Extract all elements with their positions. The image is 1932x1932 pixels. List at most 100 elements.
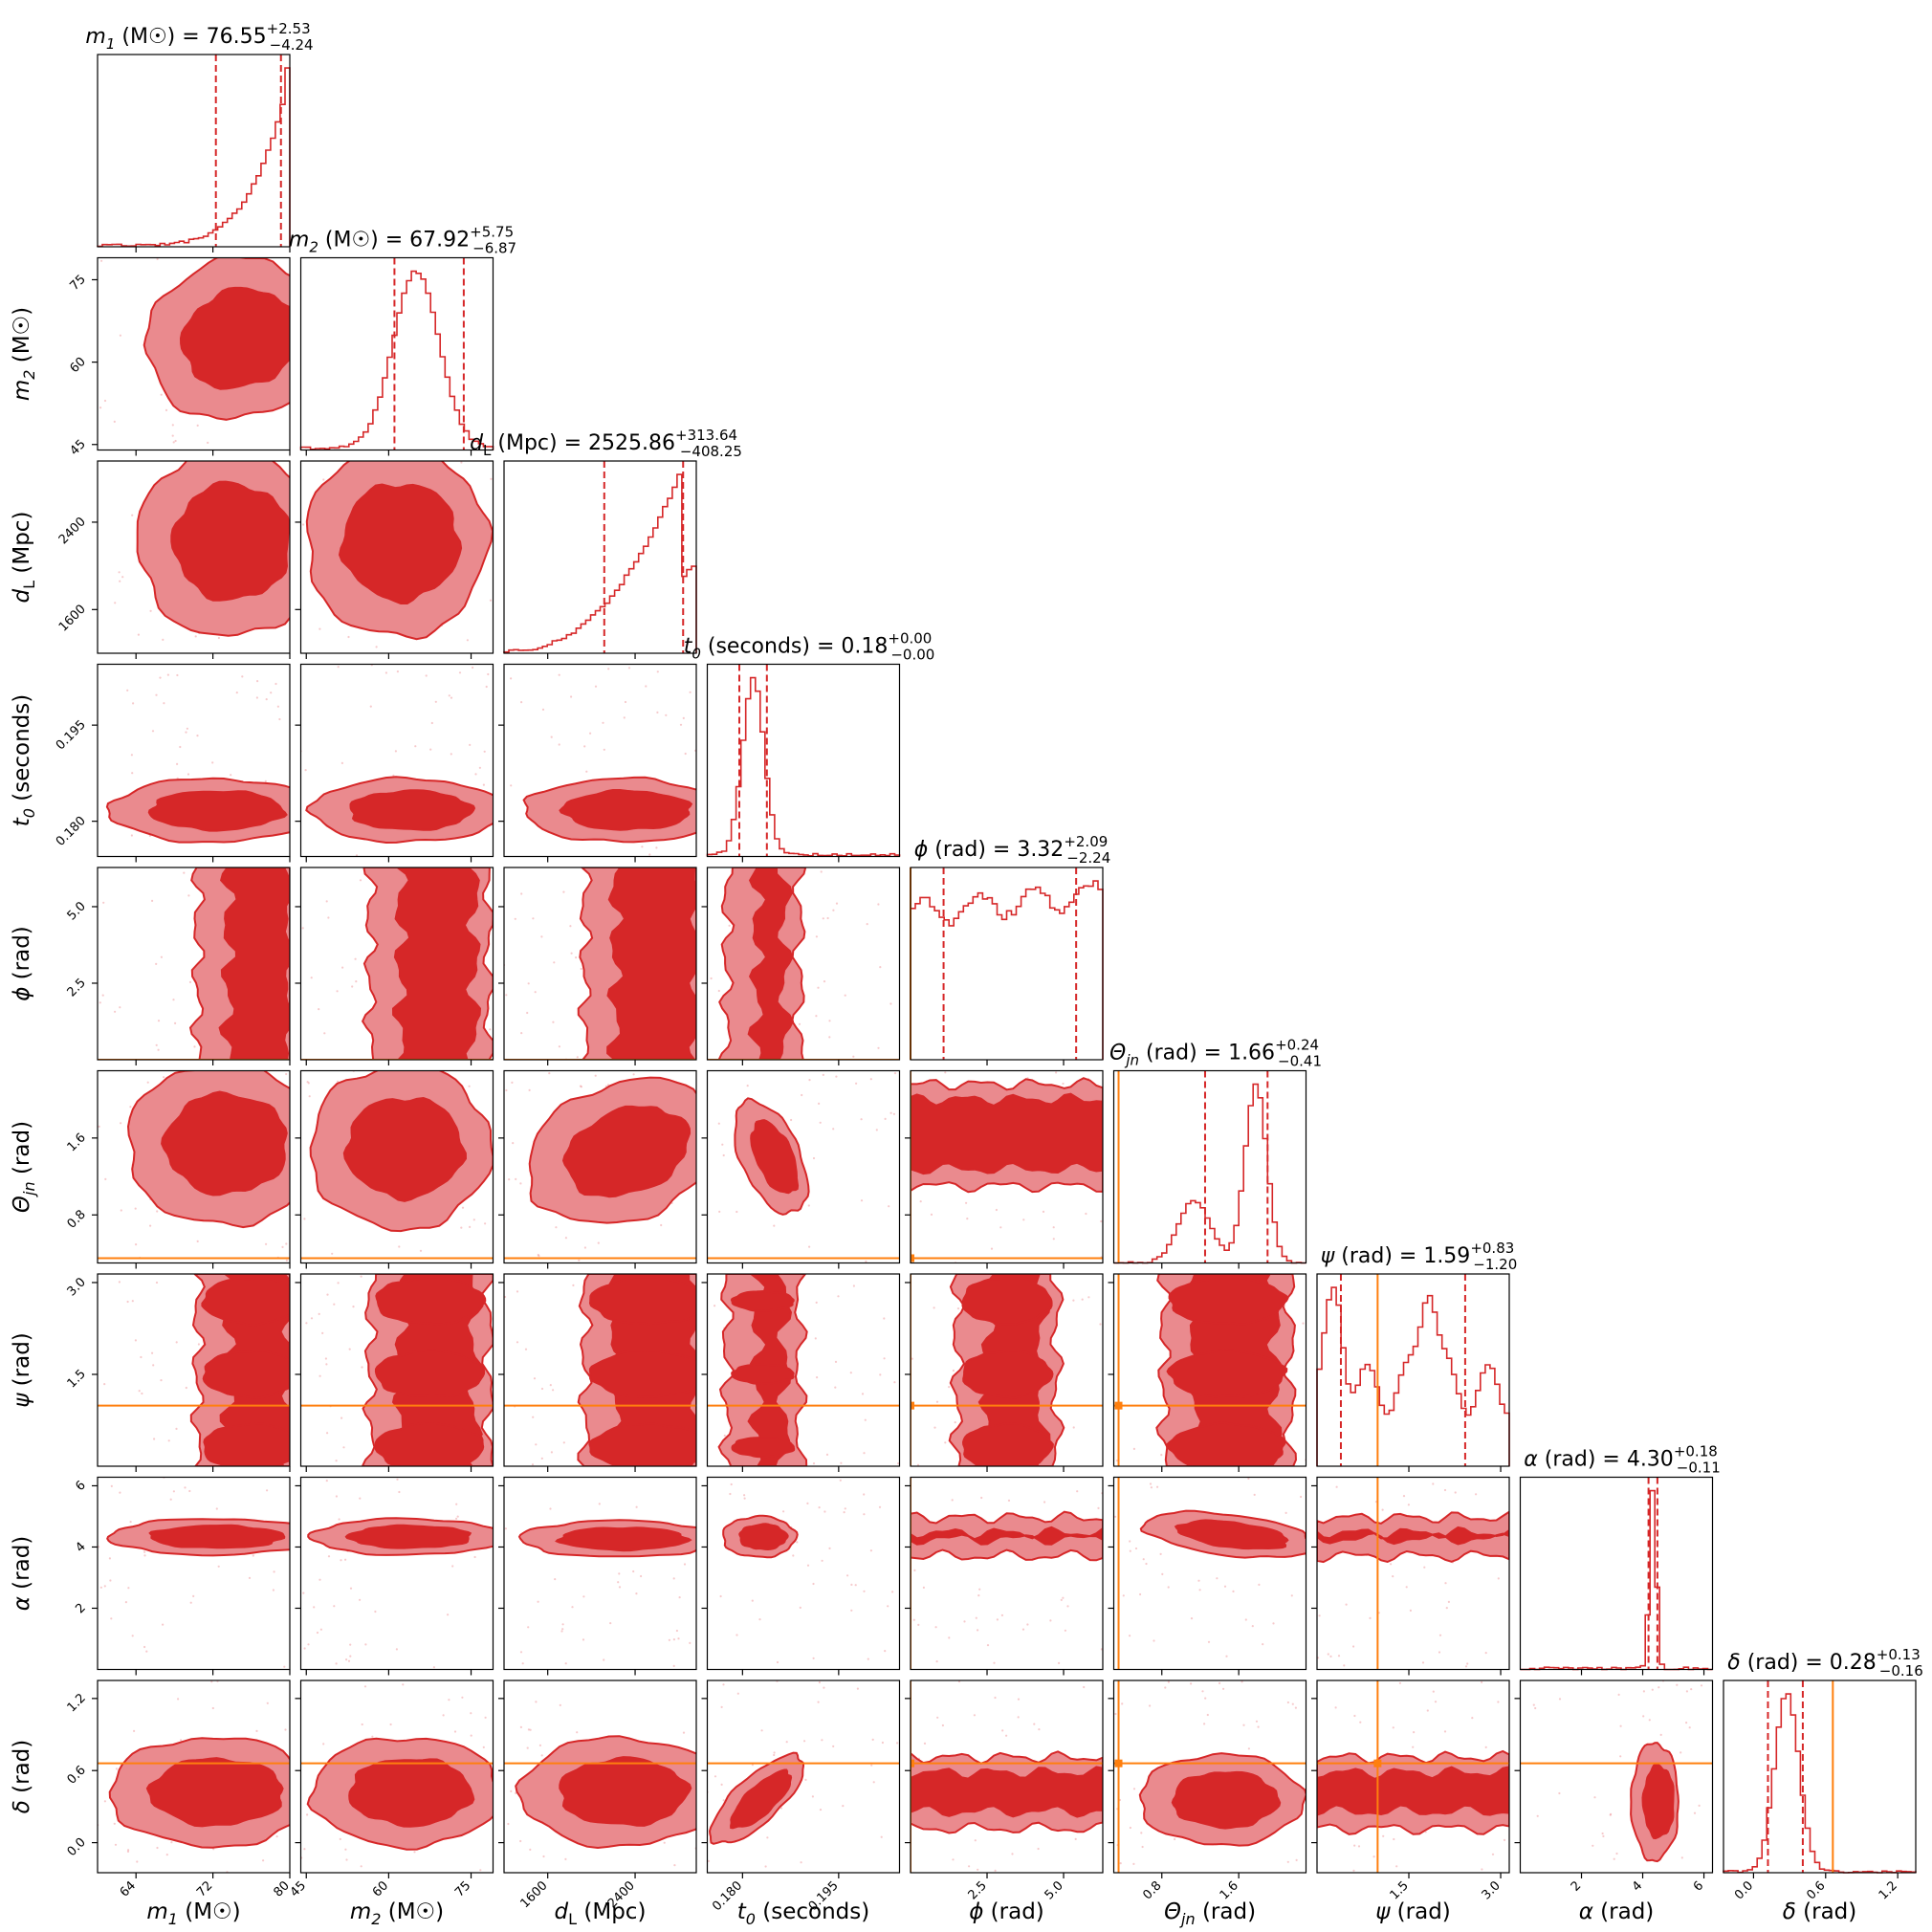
panel-2-5	[299, 867, 494, 1061]
y-tick-label: 75	[68, 273, 89, 294]
y-tick-label: 5.0	[65, 899, 89, 923]
panel-frame	[1316, 1273, 1510, 1467]
marginal-6: Θjn (rad) = 1.66+0.24 −0.41	[1109, 1037, 1322, 1264]
panel-4-9	[706, 1680, 901, 1874]
marginal-title: ψ (rad) = 1.59+0.83 −1.20	[1321, 1240, 1518, 1273]
contour-inner	[731, 1363, 795, 1385]
contour-inner	[1168, 1275, 1289, 1326]
contour-inner	[1171, 1770, 1282, 1830]
x-axis-label: Θjn (rad)	[1164, 1899, 1256, 1928]
panel-frame	[97, 460, 291, 654]
panel-frame	[706, 1476, 901, 1671]
histogram	[1520, 1489, 1713, 1671]
y-tick-label: 0.0	[65, 1835, 89, 1859]
panel-frame	[1112, 1069, 1307, 1264]
histogram	[1723, 1693, 1917, 1874]
panel-4-5	[706, 867, 901, 1061]
panel-5-8	[910, 1476, 1104, 1671]
contour-inner	[750, 1119, 800, 1195]
contour-inner	[738, 1523, 789, 1551]
x-axis-label: ψ (rad)	[1375, 1899, 1451, 1924]
contour-inner	[730, 1768, 793, 1830]
histogram	[910, 880, 1104, 1060]
contour-inner	[202, 1349, 290, 1399]
panel-frame	[706, 663, 901, 858]
panel-4-8	[706, 1476, 901, 1671]
marginal-title: dL (Mpc) = 2525.86+313.64 −408.25	[470, 427, 742, 460]
x-tick-label: 45	[288, 1878, 309, 1899]
panel-1-9	[97, 1680, 291, 1874]
panel-frame	[1723, 1680, 1917, 1874]
panel-frame	[503, 1476, 697, 1671]
panel-frame	[97, 867, 291, 1061]
contour-inner	[588, 1276, 696, 1326]
panel-4-6	[706, 1069, 901, 1264]
contour-inner	[606, 867, 696, 1060]
contour-inner	[348, 1758, 475, 1828]
contour-inner	[349, 789, 476, 831]
marginal-title: m1 (M☉) = 76.55+2.53 −4.24	[85, 20, 313, 54]
panel-frame	[503, 460, 697, 654]
panel-8-9	[1519, 1680, 1714, 1874]
y-tick-label: 0.8	[65, 1207, 89, 1231]
histogram	[503, 473, 697, 653]
panel-frame	[299, 1273, 494, 1467]
histogram	[706, 676, 901, 857]
panel-2-8	[299, 1476, 494, 1671]
panel-6-7	[1112, 1273, 1307, 1467]
panel-5-7	[910, 1273, 1104, 1467]
x-axis-label: m2 (M☉)	[350, 1899, 444, 1928]
contour-inner	[170, 480, 290, 602]
panel-3-9	[503, 1680, 697, 1874]
y-tick-label: 2.5	[65, 976, 89, 999]
panel-1-5	[97, 867, 291, 1061]
panel-frame	[910, 1476, 1104, 1671]
panel-frame	[910, 1680, 1104, 1874]
panel-2-7	[299, 1273, 494, 1467]
contour-inner	[148, 1524, 286, 1549]
panel-3-5	[503, 867, 697, 1061]
panel-5-9	[910, 1680, 1104, 1874]
contour-inner	[911, 1766, 1103, 1818]
panel-frame	[1112, 1273, 1307, 1467]
contour-inner	[161, 1090, 288, 1197]
panel-1-2	[97, 256, 291, 451]
contour-inner	[338, 483, 463, 604]
y-tick-label: 2400	[56, 515, 89, 547]
x-tick-label: 2	[1569, 1878, 1584, 1894]
truth-marker	[911, 1254, 914, 1262]
y-axis-label: Θjn (rad)	[10, 1121, 38, 1213]
x-tick-label: 75	[452, 1878, 473, 1899]
y-tick-label: 60	[68, 355, 89, 376]
contour-inner	[375, 1276, 487, 1326]
x-tick-label: 1.2	[1877, 1878, 1900, 1902]
panel-frame	[1519, 1680, 1714, 1874]
y-axis-label: m2 (M☉)	[10, 307, 38, 401]
contour-inner	[962, 1350, 1054, 1399]
panel-frame	[97, 1273, 291, 1467]
truth-marker	[1114, 1401, 1123, 1410]
marginal-title: δ (rad) = 0.28+0.13 −0.16	[1727, 1646, 1922, 1680]
panel-1-8	[97, 1476, 291, 1671]
truth-marker	[1373, 1759, 1382, 1767]
marginal-title: ϕ (rad) = 3.32+2.09 −2.24	[914, 833, 1111, 867]
panel-5-6	[910, 1069, 1104, 1264]
panel-3-8	[503, 1476, 697, 1671]
x-tick-label: 0.0	[1732, 1878, 1756, 1902]
contour-inner	[374, 1349, 486, 1397]
y-tick-label: 1.5	[65, 1367, 89, 1391]
x-axis-label: ϕ (rad)	[969, 1899, 1044, 1924]
panel-frame	[706, 867, 901, 1061]
panel-frame	[97, 1069, 291, 1264]
panel-3-4	[503, 663, 697, 858]
x-tick-label: 64	[118, 1878, 139, 1899]
panel-frame	[1316, 1476, 1510, 1671]
marginal-5: ϕ (rad) = 3.32+2.09 −2.24	[910, 833, 1111, 1061]
contour-inner	[961, 1277, 1053, 1326]
y-tick-label: 1600	[56, 603, 89, 635]
contour-inner	[342, 1096, 468, 1202]
contour-inner	[561, 1105, 692, 1198]
panel-1-4	[97, 663, 291, 858]
contour-inner	[218, 867, 290, 1060]
